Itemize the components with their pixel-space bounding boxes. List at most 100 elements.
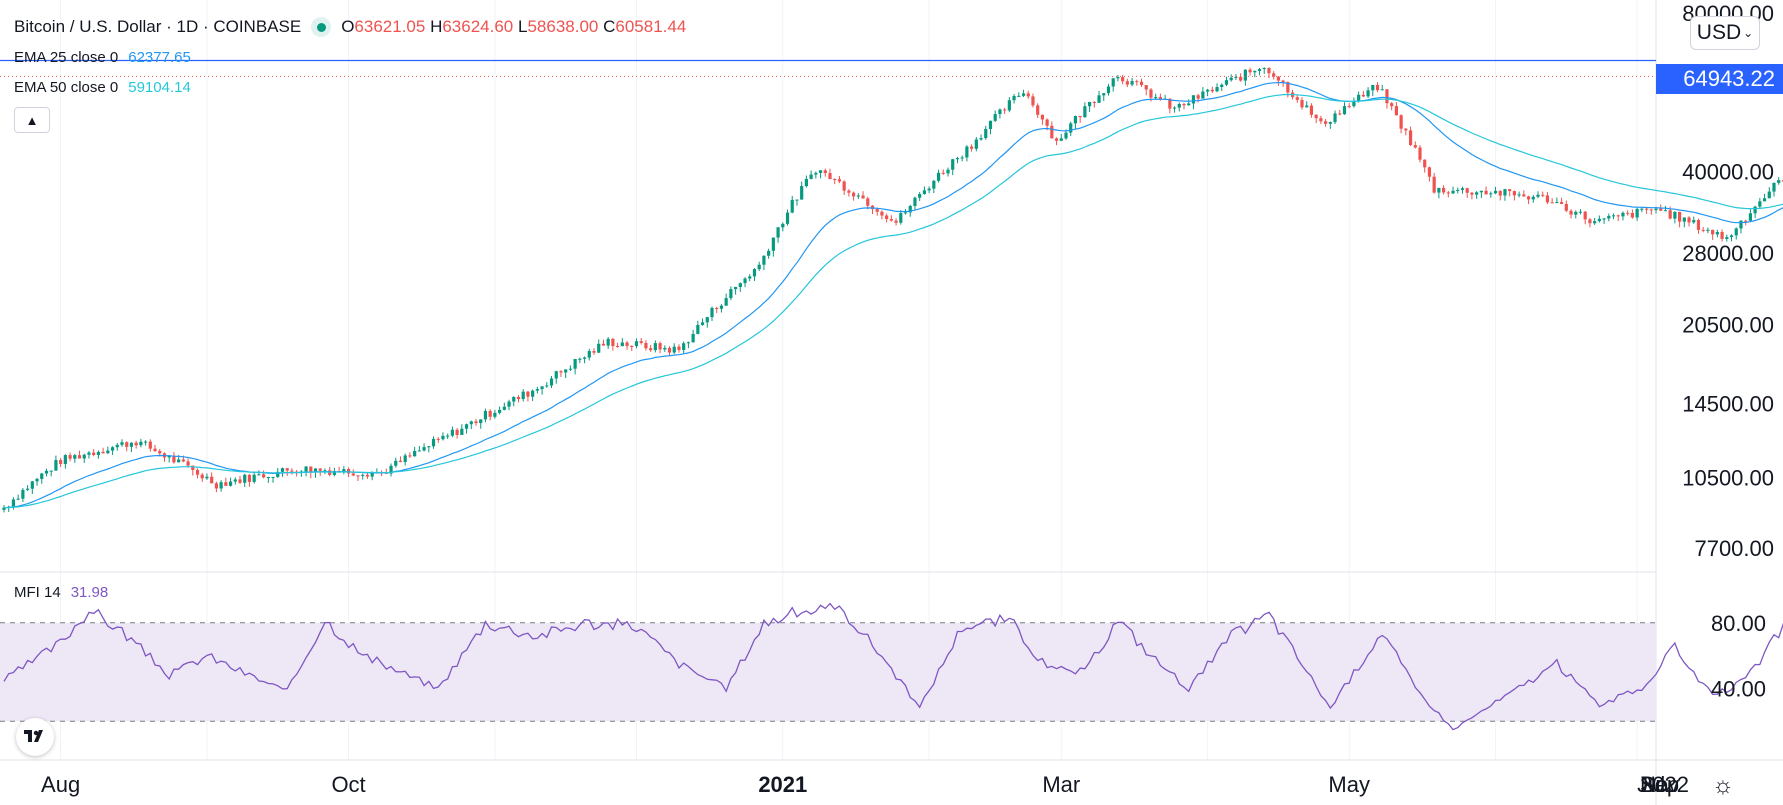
candle-body	[861, 195, 865, 199]
candle-body	[734, 286, 738, 290]
candle-body	[828, 173, 832, 180]
candle-body	[611, 338, 615, 347]
candle-body	[644, 342, 648, 349]
candle-body	[148, 441, 152, 449]
candle-body	[955, 158, 960, 160]
candle-body	[918, 194, 922, 198]
candle-body	[2, 507, 6, 510]
ohlc-value: 58638.00	[527, 17, 599, 36]
candle-body	[247, 474, 252, 482]
candle-body	[776, 227, 780, 238]
collapse-legend-button[interactable]: ▲	[14, 107, 50, 133]
ema25-value: 62377.65	[128, 49, 191, 66]
candle-body	[1668, 210, 1672, 219]
candle-body	[1607, 215, 1611, 219]
candle-body	[417, 450, 421, 452]
candle-body	[205, 476, 209, 479]
candle-body	[856, 195, 860, 197]
candle-body	[521, 391, 525, 400]
candle-body	[469, 421, 473, 425]
candle-body	[1663, 210, 1668, 212]
candle-body	[243, 474, 247, 483]
candle-body	[1484, 190, 1488, 195]
candle-body	[318, 468, 322, 471]
candle-body	[446, 435, 450, 437]
gear-icon[interactable]: ☼	[1712, 772, 1734, 799]
candle-body	[271, 476, 275, 478]
candle-body	[526, 391, 530, 397]
candle-body	[1168, 98, 1172, 109]
candle-body	[200, 474, 204, 479]
candle-body	[483, 410, 488, 420]
candle-body	[795, 199, 799, 201]
ema25-legend[interactable]: EMA 25 close 0 62377.65	[14, 49, 191, 66]
candle-body	[1503, 189, 1507, 196]
candle-body	[1333, 113, 1337, 123]
candle-body	[493, 412, 497, 417]
candle-body	[1729, 235, 1734, 238]
candle-body	[549, 378, 554, 386]
candle-body	[1423, 159, 1427, 168]
candle-body	[1536, 194, 1540, 197]
candle-body	[1154, 97, 1158, 99]
candle-body	[40, 473, 44, 479]
candle-body	[450, 429, 454, 436]
candle-body	[1309, 105, 1314, 115]
candle-body	[677, 346, 681, 350]
candle-body	[1390, 103, 1394, 107]
candle-body	[1560, 201, 1564, 204]
price-line-label: 64943.22	[1656, 64, 1783, 94]
candle-body	[842, 181, 846, 191]
candle-body	[1088, 101, 1092, 107]
ema50-value: 59104.14	[128, 79, 191, 96]
candle-body	[540, 386, 544, 390]
candle-body	[257, 474, 261, 476]
candle-body	[1541, 194, 1545, 196]
price-axis-tick-label: 14500.00	[1682, 391, 1774, 416]
candle-body	[847, 190, 851, 193]
candle-body	[1347, 106, 1351, 108]
candle-body	[601, 343, 606, 346]
candle-body	[1583, 211, 1587, 220]
tradingview-logo-icon[interactable]	[16, 718, 54, 756]
candle-body	[757, 264, 761, 270]
candle-body	[290, 470, 294, 472]
candle-body	[790, 199, 794, 213]
candle-body	[389, 465, 393, 474]
candle-body	[1125, 81, 1129, 85]
candle-body	[1470, 192, 1474, 195]
candle-body	[181, 459, 185, 462]
candle-body	[1295, 97, 1299, 100]
mfi-legend[interactable]: MFI 14 31.98	[14, 584, 108, 601]
ema50-legend[interactable]: EMA 50 close 0 59104.14	[14, 79, 191, 96]
candle-body	[280, 468, 285, 472]
candle-body	[960, 157, 964, 159]
candle-body	[1531, 196, 1535, 200]
candle-body	[1281, 80, 1285, 83]
candle-body	[219, 482, 223, 489]
candle-body	[313, 468, 318, 473]
currency-selector[interactable]: USD ⌄	[1690, 16, 1760, 50]
candle-body	[993, 114, 997, 121]
candle-body	[800, 186, 804, 200]
candle-body	[120, 442, 124, 445]
candle-body	[115, 444, 119, 448]
symbol-title[interactable]: Bitcoin / U.S. Dollar · 1D · COINBASE	[14, 17, 302, 36]
mfi-line	[3, 602, 1783, 731]
candle-body	[559, 371, 563, 373]
candle-body	[125, 442, 129, 447]
candle-body	[1116, 77, 1120, 79]
candle-body	[1526, 196, 1531, 200]
candle-body	[1149, 89, 1153, 98]
candle-body	[68, 455, 72, 459]
candle-body	[1215, 86, 1219, 92]
candle-body	[564, 369, 568, 373]
candle-body	[1357, 94, 1361, 101]
candle-body	[1404, 128, 1408, 131]
candle-body	[1182, 103, 1186, 106]
candle-body	[1276, 76, 1280, 81]
candle-body	[696, 324, 700, 334]
candle-body	[54, 460, 58, 471]
candle-body	[1135, 81, 1139, 83]
